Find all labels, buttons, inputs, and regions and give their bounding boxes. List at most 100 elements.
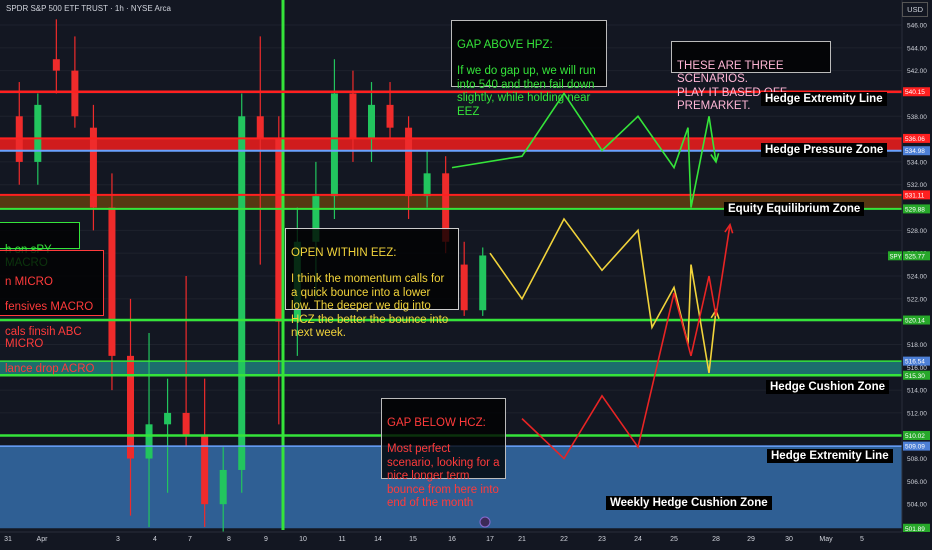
projection-path-yellow xyxy=(489,217,717,374)
price-tag-label: 529.88 xyxy=(905,206,925,213)
candle-body xyxy=(349,93,357,140)
price-tag-label: 525.77 xyxy=(905,253,925,260)
y-tick-label: 544.00 xyxy=(907,45,927,52)
x-tick-label: 3 xyxy=(116,536,120,543)
projection-arrowhead-yellow xyxy=(710,308,720,319)
weekly-hedge-cushion-zone-label: Weekly Hedge Cushion Zone xyxy=(606,496,772,510)
candle-body xyxy=(386,104,394,128)
x-tick-label: 8 xyxy=(227,536,231,543)
price-tag-label: 516.54 xyxy=(905,359,925,366)
price-tag-label: 510.02 xyxy=(905,433,925,440)
candle-body xyxy=(182,412,190,436)
open-within-title: OPEN WITHIN EEZ: xyxy=(291,246,397,259)
x-tick-label: May xyxy=(819,536,833,543)
gap-below-annotation: GAP BELOW HCZ: Most perfect scenario, loo… xyxy=(381,398,506,509)
candle-body xyxy=(164,412,172,425)
x-tick-label: 10 xyxy=(299,536,307,543)
candle-body xyxy=(312,196,320,242)
x-tick-label: 25 xyxy=(670,536,678,543)
y-tick-label: 504.00 xyxy=(907,502,927,509)
price-tag-label: 536.06 xyxy=(905,136,925,143)
three-scenarios-annotation: THESE ARE THREE SCENARIOS. PLAY IT BASED… xyxy=(671,41,831,112)
candle-body xyxy=(52,59,60,71)
chart-title: SPDR S&P 500 ETF TRUST · 1h · NYSE Arca xyxy=(6,4,171,13)
x-tick-label: 9 xyxy=(264,536,268,543)
gap-above-annotation: GAP ABOVE HPZ: If we do gap up, we will r… xyxy=(451,20,607,118)
y-tick-label: 522.00 xyxy=(907,296,927,303)
price-tag-label: 540.15 xyxy=(905,89,925,96)
hedge-pressure-zone xyxy=(0,138,902,151)
price-tag-label: 531.11 xyxy=(905,192,925,199)
left-macro-annotation: h on sPY MACRO xyxy=(0,222,80,269)
candle-body xyxy=(89,127,97,208)
candle-body xyxy=(256,116,264,140)
price-tag-label: 534.98 xyxy=(905,148,925,155)
price-tag xyxy=(903,204,930,214)
price-tag xyxy=(903,430,930,440)
price-tag xyxy=(903,190,930,200)
candle-body xyxy=(423,173,431,197)
price-tag xyxy=(903,315,930,325)
y-tick-label: 546.00 xyxy=(907,23,927,30)
x-tick-label: 11 xyxy=(338,536,345,543)
price-tag xyxy=(903,356,930,366)
price-tag xyxy=(903,370,930,380)
price-tag-label: 515.30 xyxy=(905,373,925,380)
price-tag-label: 509.09 xyxy=(905,444,925,451)
price-tag xyxy=(903,87,930,97)
projection-path-green xyxy=(451,92,717,208)
candle-body xyxy=(238,116,246,470)
projection-path-red xyxy=(521,224,731,460)
candle-body xyxy=(460,264,468,311)
y-tick-label: 516.00 xyxy=(907,365,927,372)
x-tick-label: 7 xyxy=(188,536,192,543)
candle-body xyxy=(34,104,42,162)
projection-arrowhead-red xyxy=(724,222,734,234)
y-tick-label: 528.00 xyxy=(907,228,927,235)
x-tick-label: 5 xyxy=(860,536,864,543)
candle-body xyxy=(368,104,375,140)
price-tag-label: 501.89 xyxy=(905,526,925,533)
candle-body xyxy=(127,355,134,459)
x-tick-label: 16 xyxy=(448,536,456,543)
price-tag xyxy=(903,146,930,156)
symbol-tag-label: SPY xyxy=(890,254,902,260)
x-tick-label: 30 xyxy=(785,536,793,543)
left-note-3: cals finsih ABC MICRO xyxy=(5,325,82,351)
x-tick-label: 23 xyxy=(598,536,606,543)
x-tick-label: Apr xyxy=(37,536,49,543)
open-within-annotation: OPEN WITHIN EEZ: I think the momentum cal… xyxy=(285,228,459,339)
y-tick-label: 512.00 xyxy=(907,410,927,417)
x-tick-label: 17 xyxy=(486,536,494,543)
hedge-extremity-bottom-label: Hedge Extremity Line xyxy=(767,449,893,463)
price-tag xyxy=(903,441,930,451)
x-tick-label: 4 xyxy=(153,536,157,543)
hedge-cushion-zone xyxy=(0,361,902,376)
candle-body xyxy=(442,173,450,242)
projection-arrowhead-green xyxy=(710,153,720,164)
x-tick-label: 15 xyxy=(409,536,417,543)
time-axis-panel xyxy=(0,532,932,550)
price-tag xyxy=(903,133,930,143)
candle-body xyxy=(479,255,487,311)
candle-body xyxy=(330,93,338,197)
left-note-1: n MICRO xyxy=(5,275,53,288)
currency-button[interactable]: USD xyxy=(902,2,928,17)
left-notes-annotation: n MICRO fensives MACRO cals finsih ABC M… xyxy=(0,250,104,375)
y-tick-label: 534.00 xyxy=(907,159,927,166)
candle-body xyxy=(201,435,209,505)
hedge-extremity-top-label: Hedge Extremity Line xyxy=(761,92,887,106)
x-tick-label: 21 xyxy=(518,536,526,543)
candle-body xyxy=(71,70,79,117)
open-within-body: I think the momentum calls for a quick b… xyxy=(291,273,449,339)
candle-body xyxy=(405,127,413,197)
gap-below-title: GAP BELOW HCZ: xyxy=(387,416,486,429)
watermark-icon xyxy=(479,516,491,528)
y-tick-label: 514.00 xyxy=(907,388,927,395)
price-tag-label: 520.14 xyxy=(905,318,925,325)
y-tick-label: 538.00 xyxy=(907,114,927,121)
gap-below-body: Most perfect scenario, looking for a nic… xyxy=(387,443,500,509)
equity-equilibrium-zone-label: Equity Equilibrium Zone xyxy=(724,202,865,216)
equity-equilibrium-zone xyxy=(0,194,902,209)
x-tick-label: 28 xyxy=(712,536,720,543)
